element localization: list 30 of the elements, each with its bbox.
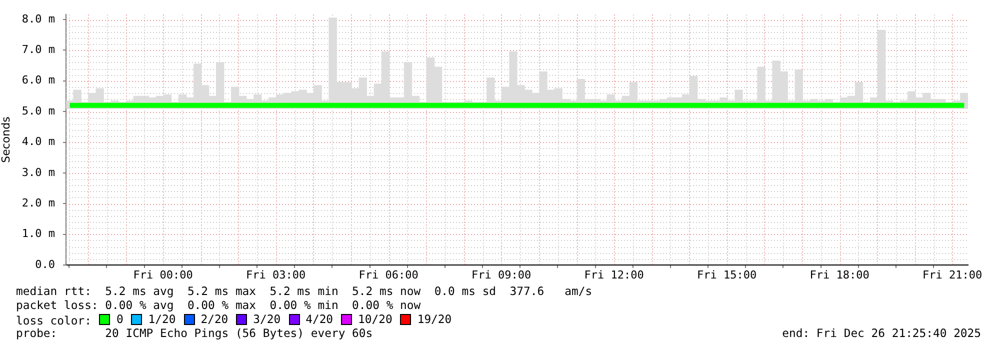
legend-title: loss color: <box>16 314 92 328</box>
legend-label: 0 <box>116 312 124 326</box>
legend-label: 3/20 <box>253 312 281 326</box>
x-tick-label: Fri 15:00 <box>697 268 757 282</box>
text: median rtt: 5.2 ms avg 5.2 ms max 5.2 ms min 5.2 ms now 0.0 ms sd 377.6 am/s <box>16 284 592 298</box>
y-axis-title: Seconds <box>0 116 12 163</box>
legend-label: 4/20 <box>306 312 334 326</box>
x-tick-label: Fri 12:00 <box>584 268 644 282</box>
x-tick-label: Fri 18:00 <box>810 268 870 282</box>
y-tick-label: 5.0 m <box>22 104 56 118</box>
x-tick-label: Fri 00:00 <box>133 268 193 282</box>
y-tick-label: 1.0 m <box>22 227 56 240</box>
y-tick-label: 7.0 m <box>22 43 56 56</box>
x-tick-label: Fri 03:00 <box>246 268 306 282</box>
x-tick-label: Fri 21:00 <box>922 268 982 282</box>
y-tick-label: 6.0 m <box>22 74 56 87</box>
y-tick-label: 2.0 m <box>22 196 56 210</box>
x-tick-label: Fri 06:00 <box>358 268 418 282</box>
text: end: Fri Dec 26 21:25:40 2025 <box>782 326 981 340</box>
legend-label: 2/20 <box>200 312 228 326</box>
y-tick-label: 3.0 m <box>22 166 56 179</box>
y-tick-label: 0.0 <box>35 258 55 271</box>
legend-label: 19/20 <box>417 312 452 326</box>
y-tick-label: 8.0 m <box>22 12 56 26</box>
text: probe: 20 ICMP Echo Pings (56 Bytes) every 60s <box>16 326 373 340</box>
legend-label: 1/20 <box>148 312 176 326</box>
text: packet loss: 0.00 % avg 0.00 % max 0.00 % min 0.00 % now <box>16 298 421 312</box>
y-tick-label: 4.0 m <box>22 135 56 148</box>
legend-label: 10/20 <box>358 312 392 326</box>
x-tick-label: Fri 09:00 <box>472 268 532 282</box>
